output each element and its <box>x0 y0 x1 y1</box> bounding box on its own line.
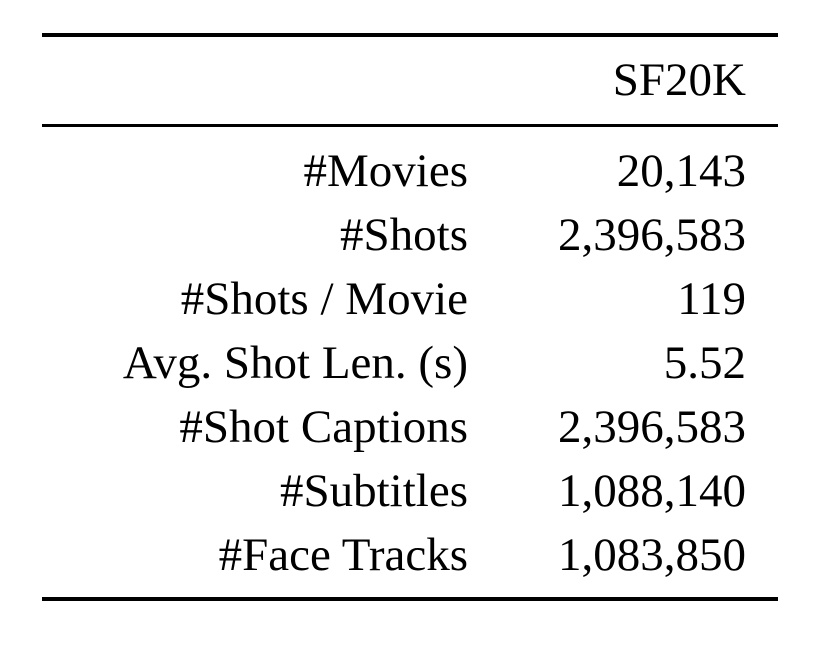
row-value: 2,396,583 <box>558 401 746 453</box>
row-label: #Face Tracks <box>218 529 468 581</box>
row-value: 5.52 <box>663 337 746 389</box>
table-row: #Shot Captions 2,396,583 <box>0 395 822 459</box>
row-value: 20,143 <box>616 145 746 197</box>
row-label: #Shots <box>340 209 468 261</box>
bottom-rule <box>42 597 778 601</box>
row-value: 1,088,140 <box>558 465 746 517</box>
column-header-sf20k: SF20K <box>612 54 746 106</box>
table-row: #Shots 2,396,583 <box>0 203 822 267</box>
row-value: 2,396,583 <box>558 209 746 261</box>
row-label: #Shots / Movie <box>180 273 468 325</box>
row-label: #Subtitles <box>279 465 468 517</box>
table-body: #Movies 20,143 #Shots 2,396,583 #Shots /… <box>0 139 822 587</box>
table-row: #Movies 20,143 <box>0 139 822 203</box>
row-label: Avg. Shot Len. (s) <box>122 337 468 389</box>
row-value: 119 <box>677 273 746 325</box>
row-label: #Shot Captions <box>179 401 468 453</box>
table-row: Avg. Shot Len. (s) 5.52 <box>0 331 822 395</box>
table-row: #Shots / Movie 119 <box>0 267 822 331</box>
row-label: #Movies <box>303 145 469 197</box>
row-value: 1,083,850 <box>558 529 746 581</box>
header-rule <box>42 124 778 127</box>
table-row: #Subtitles 1,088,140 <box>0 459 822 523</box>
table-row: #Face Tracks 1,083,850 <box>0 523 822 587</box>
top-rule <box>42 33 778 37</box>
